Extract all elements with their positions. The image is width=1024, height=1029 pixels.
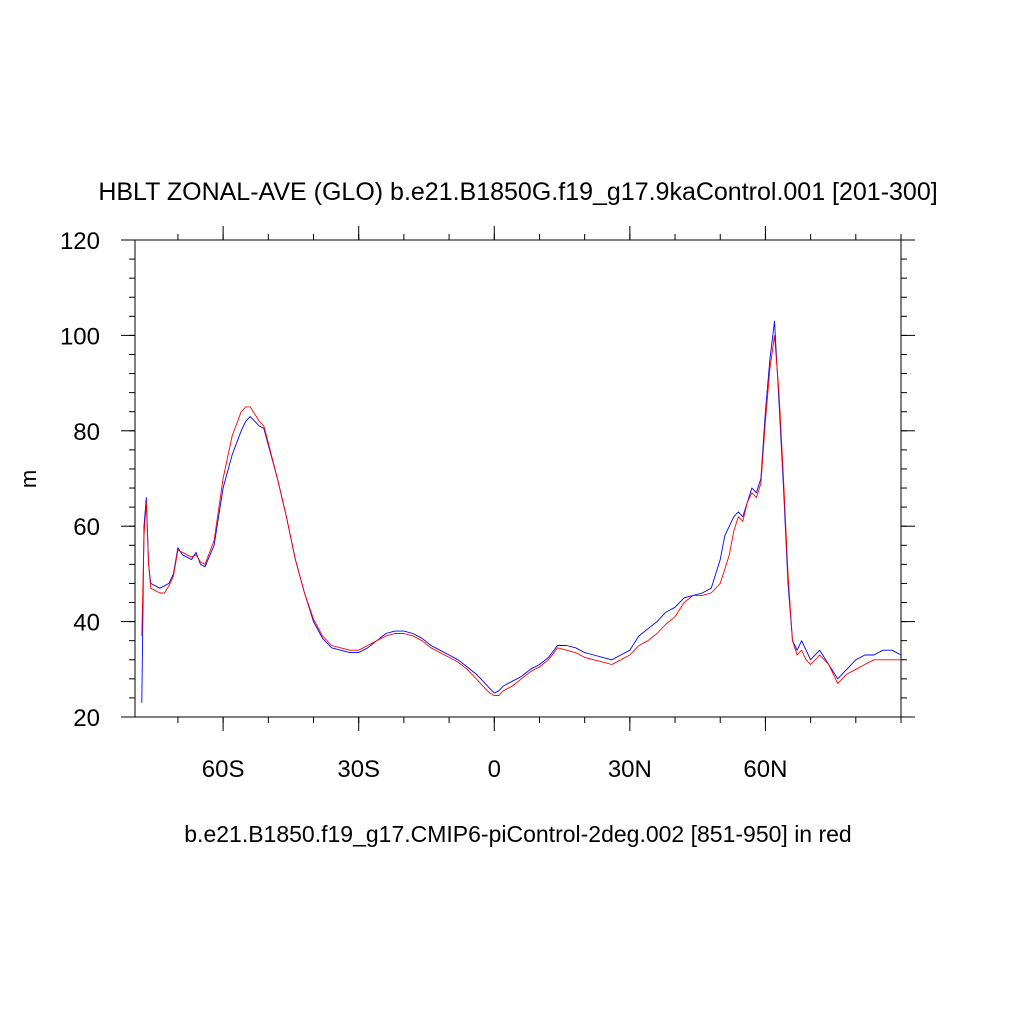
x-tick-labels: 60S 30S 0 30N 60N (202, 756, 788, 783)
x-tick-label: 30N (608, 756, 652, 783)
major-ticks (121, 226, 915, 731)
x-tick-label: 0 (488, 756, 501, 783)
y-tick-label: 100 (60, 323, 100, 350)
y-tick-labels: 20 40 60 80 100 120 (60, 228, 100, 732)
y-axis-label: m (16, 470, 41, 488)
plot-frame (134, 239, 902, 718)
x-tick-label: 60S (202, 756, 245, 783)
x-tick-label: 60N (743, 756, 787, 783)
y-tick-label: 40 (73, 610, 100, 637)
minor-ticks (129, 234, 907, 723)
series-line-1 (141, 320, 902, 703)
x-tick-label: 30S (337, 756, 380, 783)
y-tick-label: 20 (73, 705, 100, 732)
y-tick-label: 80 (73, 419, 100, 446)
y-tick-label: 60 (73, 514, 100, 541)
series-group (141, 320, 902, 703)
x-axis-label: b.e21.B1850.f19_g17.CMIP6-piControl-2deg… (184, 821, 851, 847)
chart-title: HBLT ZONAL-AVE (GLO) b.e21.B1850G.f19_g1… (98, 178, 937, 206)
y-tick-label: 120 (60, 228, 100, 255)
series-line-2 (141, 334, 901, 696)
